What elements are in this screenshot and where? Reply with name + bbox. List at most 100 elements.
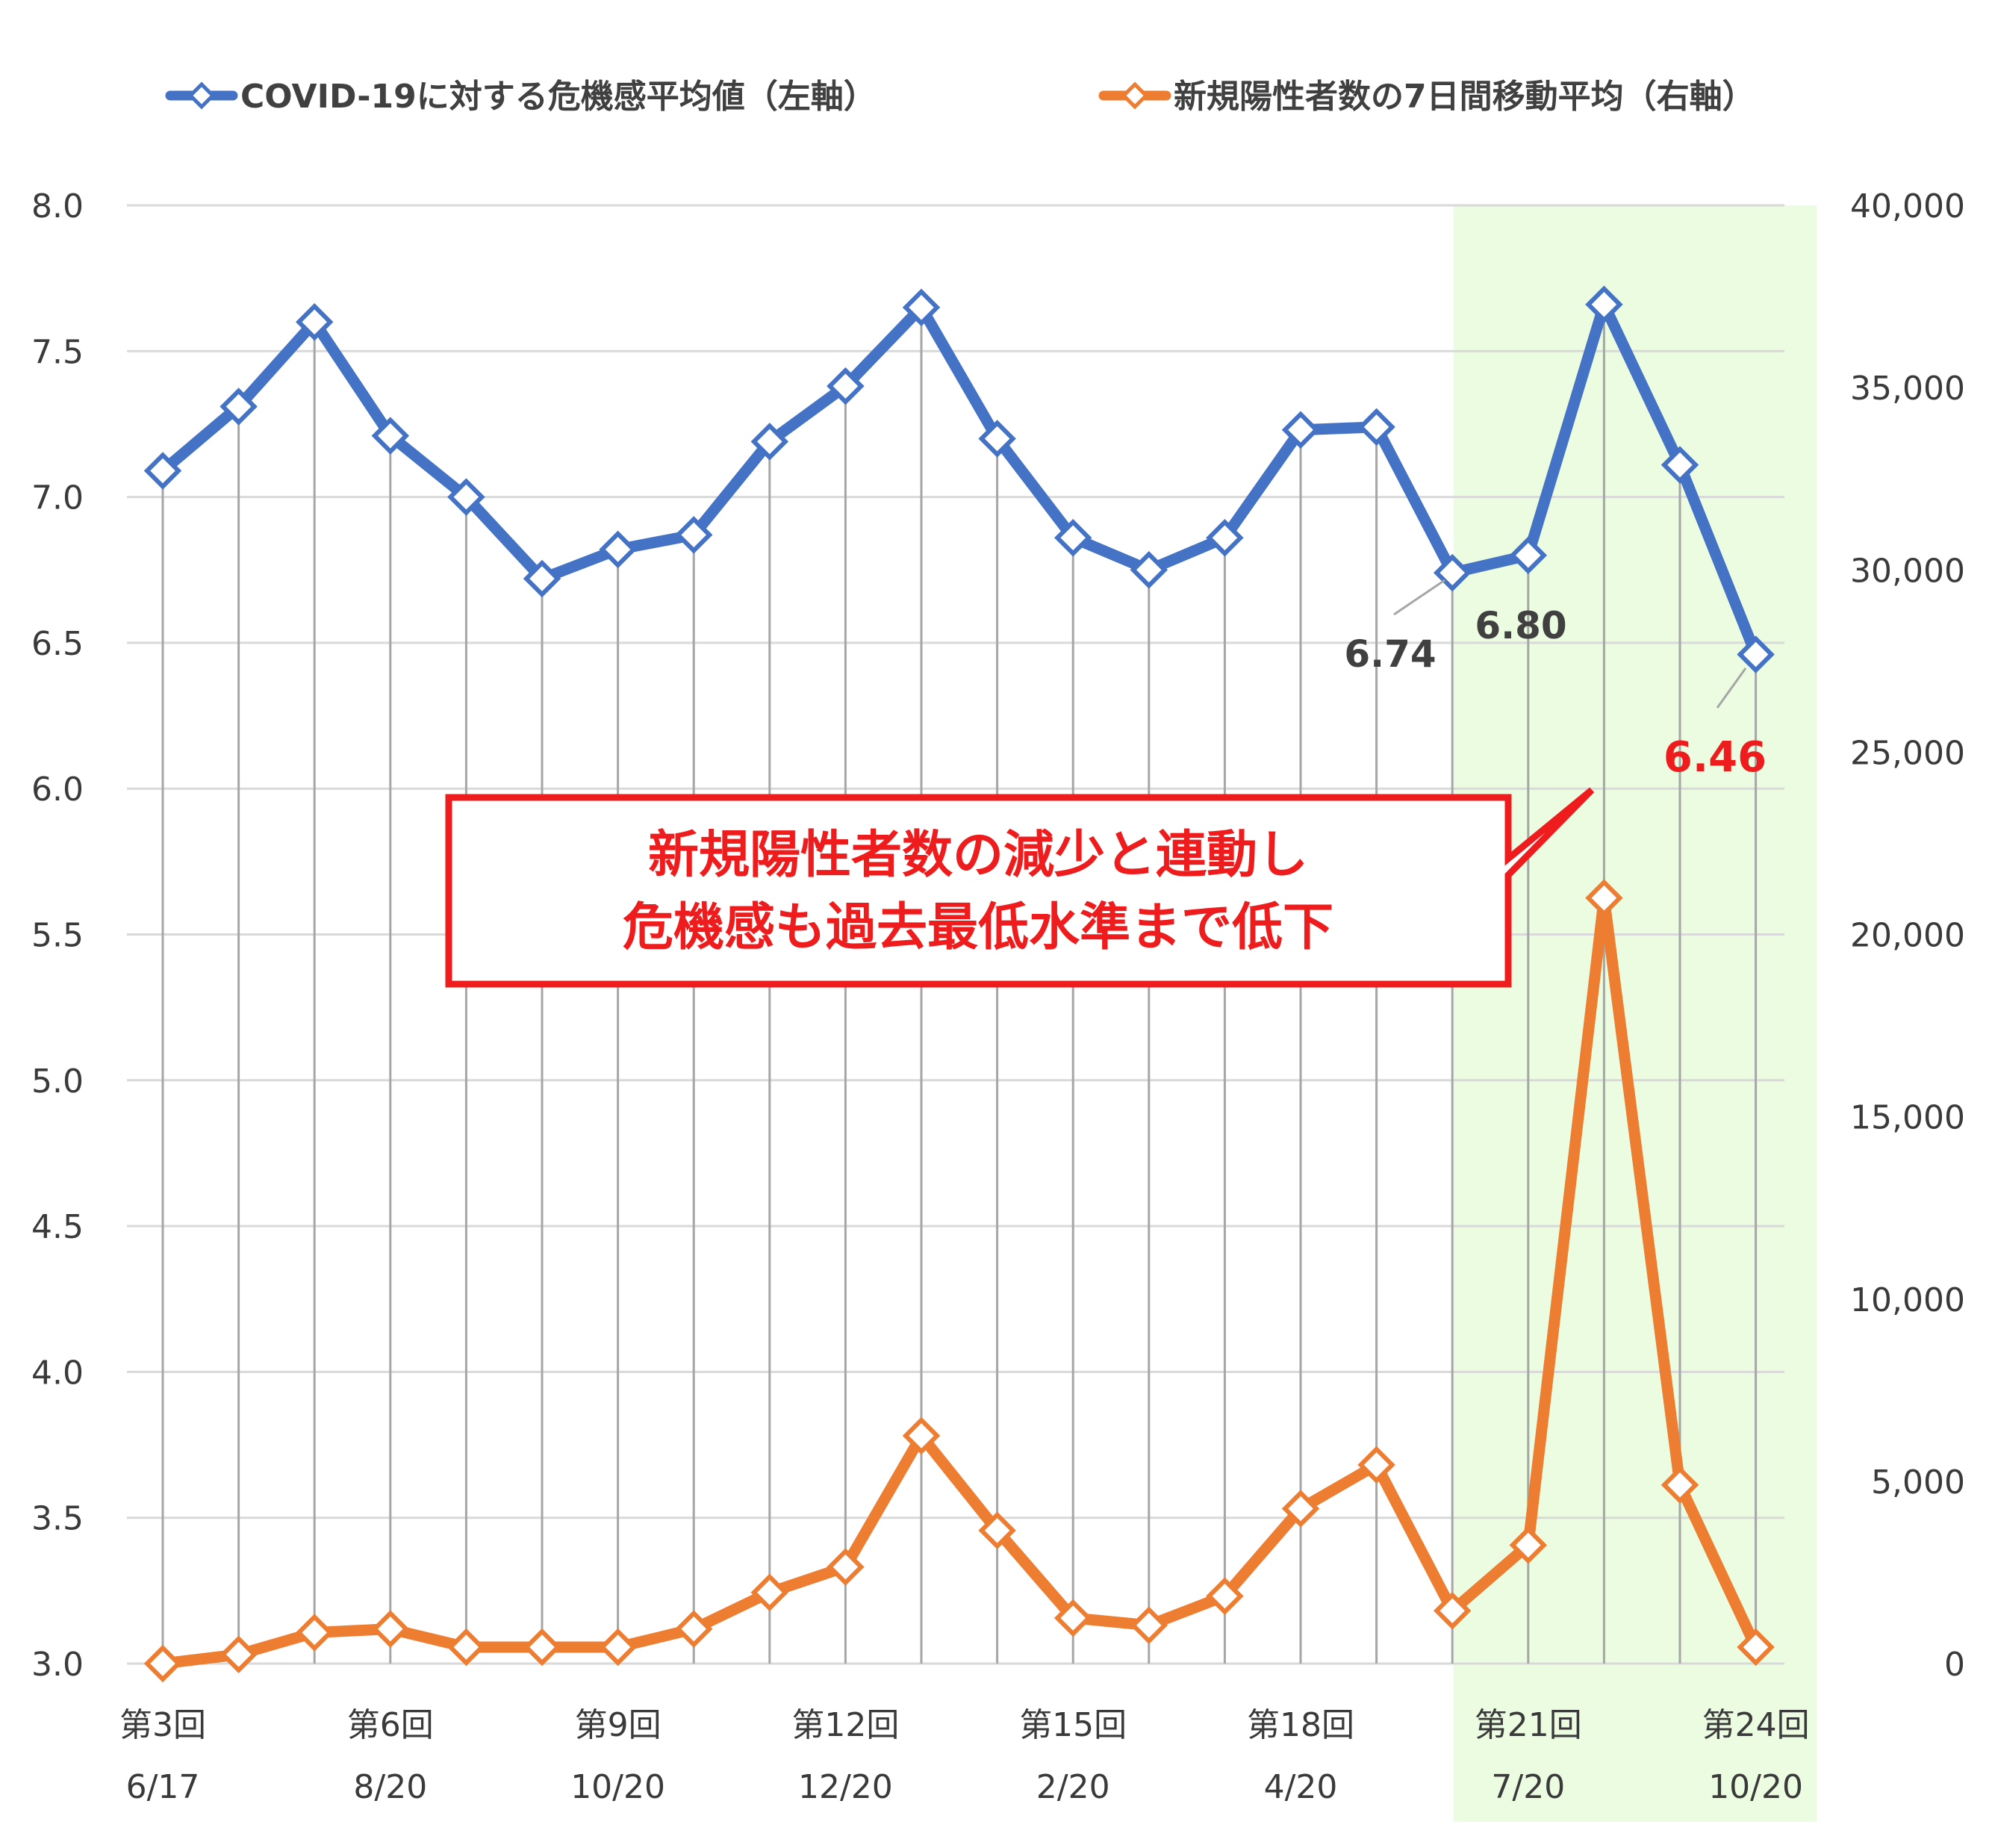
callout-text-line-1: 新規陽性者数の減少と連動し [648, 826, 1308, 885]
series-1-marker [750, 423, 789, 461]
data-label-leader [1716, 668, 1747, 709]
series-1-marker [1585, 285, 1623, 324]
series-1-marker [447, 478, 485, 516]
x-axis: 第3回 6/17 第6回 8/20 第9回 10/20 第12回 12/20 第15回 2/20 第… [119, 1706, 1810, 1806]
series-1-marker [143, 452, 182, 490]
series-2-marker [1585, 879, 1623, 917]
series-2-marker [371, 1610, 410, 1648]
right-axis: 0 5,000 10,000 15,000 20,000 25,000 30,000 35,0… [1850, 187, 1965, 1684]
x-tick-round: 第18回 [1247, 1706, 1354, 1744]
left-axis: 3.0 3.5 4.0 4.5 5.0 5.5 6.0 6.5 7.0 7.5 8.0 [31, 187, 84, 1684]
data-label: 6.74 [1344, 632, 1436, 676]
series-2-marker [1660, 1466, 1699, 1505]
series-1-marker [674, 516, 713, 554]
series-2-marker [1281, 1490, 1320, 1528]
series-2-marker [827, 1548, 865, 1586]
series-1-marker [1737, 635, 1775, 673]
right-tick-label: 30,000 [1850, 552, 1965, 590]
legend-label-1: COVID-19に対する危機感平均値（左軸） [240, 78, 877, 116]
x-tick-round: 第12回 [791, 1706, 899, 1744]
x-tick-date: 10/20 [570, 1768, 665, 1806]
x-tick-date: 7/20 [1491, 1768, 1565, 1806]
drop-lines [161, 304, 1758, 1664]
x-tick-date: 2/20 [1036, 1768, 1110, 1806]
series-1-marker [523, 559, 561, 598]
series-2-marker [447, 1628, 485, 1667]
series-line-2 [157, 892, 1762, 1670]
legend-label-2: 新規陽性者数の7日間移動平均（右軸） [1174, 78, 1755, 116]
x-tick-date: 8/20 [353, 1768, 427, 1806]
series-2-marker [1053, 1599, 1092, 1637]
right-tick-label: 35,000 [1850, 370, 1965, 408]
series-1-marker [599, 530, 637, 569]
series-1-marker [1509, 536, 1548, 574]
series-1-marker [1206, 519, 1244, 557]
right-tick-label: 40,000 [1850, 187, 1965, 225]
callout-text-line-2: 危機感も過去最低水準まで低下 [623, 898, 1333, 957]
x-tick-round: 第21回 [1475, 1706, 1582, 1744]
series-line-1 [157, 299, 1762, 661]
left-tick-label: 7.0 [31, 479, 84, 517]
series-group [143, 285, 1775, 1683]
series-2-marker [978, 1511, 1016, 1550]
data-label-leader [1393, 579, 1445, 616]
left-tick-label: 6.0 [31, 771, 84, 809]
series-2-marker [1206, 1577, 1244, 1615]
right-tick-label: 25,000 [1850, 734, 1965, 772]
series-1-marker [978, 420, 1016, 458]
left-tick-label: 6.5 [31, 625, 84, 663]
data-label: 6.80 [1475, 604, 1566, 647]
series-2-marker [143, 1644, 182, 1683]
series-1-marker [1053, 519, 1092, 557]
x-tick-round: 第24回 [1702, 1706, 1810, 1744]
left-tick-label: 3.5 [31, 1500, 84, 1538]
series-2-marker [295, 1614, 334, 1652]
x-tick-date: 12/20 [798, 1768, 893, 1806]
series-1-marker [371, 417, 410, 455]
legend-marker-2 [1121, 81, 1149, 110]
callout: 新規陽性者数の減少と連動し 危機感も過去最低水準まで低下 [445, 787, 1595, 988]
left-tick-label: 3.0 [31, 1646, 84, 1684]
left-tick-label: 7.5 [31, 333, 84, 371]
series-1-marker [902, 288, 941, 326]
left-tick-label: 5.0 [31, 1063, 84, 1101]
legend-marker-1 [187, 81, 216, 110]
right-tick-label: 0 [1944, 1646, 1965, 1684]
right-tick-label: 10,000 [1850, 1281, 1965, 1319]
x-tick-round: 第3回 [119, 1706, 206, 1744]
series-2-marker [1433, 1591, 1472, 1630]
series-2-marker [1130, 1606, 1168, 1644]
x-tick-date: 4/20 [1264, 1768, 1338, 1806]
legend: COVID-19に対する危機感平均値（左軸） 新規陽性者数の7日間移動平均（右軸） [165, 78, 1755, 116]
x-tick-round: 第6回 [347, 1706, 434, 1744]
series-1-marker [220, 388, 258, 426]
left-tick-label: 5.5 [31, 917, 84, 955]
series-2-marker [1509, 1526, 1548, 1564]
x-tick-round: 第15回 [1019, 1706, 1127, 1744]
left-tick-label: 8.0 [31, 187, 84, 225]
series-2-marker [1737, 1628, 1775, 1667]
x-tick-date: 10/20 [1708, 1768, 1803, 1806]
series-2-marker [599, 1628, 637, 1667]
right-tick-label: 5,000 [1871, 1463, 1965, 1502]
series-1-marker [1357, 408, 1395, 447]
series-2-marker [1357, 1446, 1395, 1484]
series-2-marker [523, 1628, 561, 1667]
series-1-marker [827, 367, 865, 405]
series-2-marker [220, 1635, 258, 1674]
series-1-marker [1660, 446, 1699, 484]
series-2-marker [750, 1573, 789, 1612]
highlight-band [1453, 205, 1817, 1822]
series-2-marker [674, 1610, 713, 1648]
left-tick-label: 4.5 [31, 1208, 84, 1246]
series-2-marker [902, 1416, 941, 1455]
callout-box [445, 787, 1595, 988]
data-label: 6.46 [1663, 733, 1767, 782]
data-labels: 6.74 6.80 6.46 [1344, 579, 1767, 782]
right-tick-label: 15,000 [1850, 1099, 1965, 1137]
series-1-marker [1130, 551, 1168, 589]
x-tick-round: 第9回 [575, 1706, 662, 1744]
series-1-marker [295, 302, 334, 341]
left-tick-label: 4.0 [31, 1354, 84, 1392]
